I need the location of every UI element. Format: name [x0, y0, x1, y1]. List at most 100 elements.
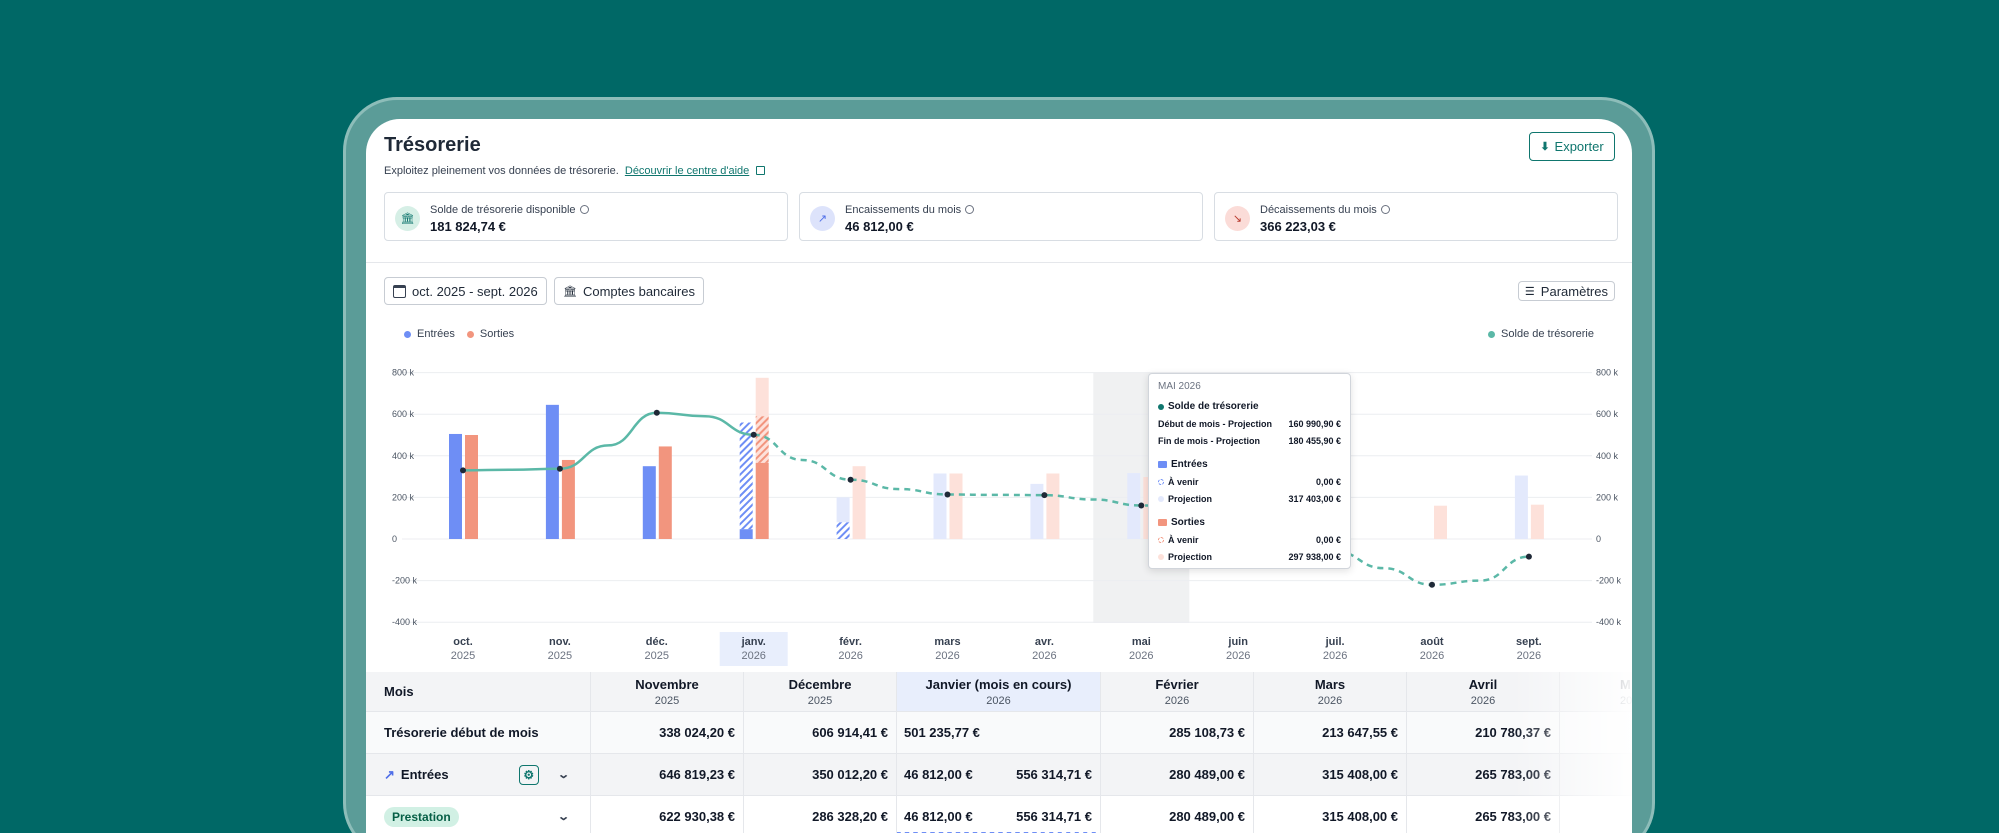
header-col[interactable]: Avril 2026: [1407, 672, 1560, 711]
table-cell[interactable]: 280 489,00 €: [1101, 754, 1254, 795]
chevron-down-icon[interactable]: ⌄: [556, 769, 570, 781]
balance-point: [1429, 581, 1435, 588]
legend-out[interactable]: Sorties: [479, 328, 515, 340]
table-row: Trésorerie début de mois 338 024,20 € 60…: [366, 712, 1632, 754]
bar-out-real: [755, 462, 769, 539]
tooltip-row: À venir 0,00 €: [1158, 535, 1341, 545]
table-cell[interactable]: 622 930,38 €: [591, 796, 744, 833]
bar-in-real: [642, 466, 656, 539]
export-label: Exporter: [1554, 139, 1604, 154]
trend-down-icon: ↘: [1225, 206, 1250, 231]
table-cell[interactable]: 338 024,20 €: [591, 712, 744, 753]
header-col[interactable]: Février 2026: [1101, 672, 1254, 711]
balance-line-actual: [462, 411, 754, 472]
cashflow-chart[interactable]: 800 k 800 k 600 k 600 k 400 k 400 k 200 k 200 k…: [366, 119, 1632, 672]
table-cell[interactable]: 286 328,20 €: [744, 796, 897, 833]
gear-icon[interactable]: ⚙: [518, 764, 539, 785]
table-cell-current[interactable]: 501 235,77 €: [897, 712, 1101, 753]
legend-balance[interactable]: Solde de trésorerie: [1501, 328, 1594, 340]
balance-point: [460, 467, 466, 474]
tooltip-row: Projection 317 403,00 €: [1158, 494, 1341, 504]
x-tick-month: août: [1420, 636, 1444, 648]
kpi-monthly-disbursements: ↘ Décaissements du mois 366 223,03 €: [1214, 192, 1618, 241]
period-selector[interactable]: oct. 2025 - sept. 2026: [384, 277, 547, 305]
settings-button[interactable]: ☰ Paramètres: [1517, 281, 1615, 301]
y-tick-label-left: -200 k: [392, 576, 418, 586]
balance-point: [847, 476, 854, 483]
x-tick-month: juil.: [1325, 636, 1345, 648]
category-pill: Prestation: [384, 806, 459, 827]
row-label: Trésorerie début de mois: [366, 712, 591, 753]
row-label: Entrées: [400, 767, 449, 782]
header-col[interactable]: Novembre 2025: [591, 672, 744, 711]
y-tick-label-right: 400 k: [1596, 451, 1619, 461]
external-link-icon: [756, 166, 766, 175]
x-tick-month: juin: [1227, 636, 1248, 648]
bank-accounts-selector[interactable]: 🏛 Comptes bancaires: [554, 277, 704, 305]
y-tick-label-left: 400 k: [392, 451, 415, 461]
bar-out-real: [658, 446, 672, 539]
table-cell[interactable]: [1560, 754, 1632, 795]
table-cell[interactable]: 285 108,73 €: [1101, 712, 1254, 753]
x-tick-year: 2025: [451, 650, 475, 662]
header-col-current[interactable]: Janvier (mois en cours) 2026: [897, 672, 1101, 711]
legend-in[interactable]: Entrées: [417, 328, 455, 340]
table-cell[interactable]: 350 012,20 €: [744, 754, 897, 795]
x-tick-month: févr.: [839, 636, 862, 648]
tooltip-section-in: Entrées: [1158, 459, 1208, 470]
table-cell[interactable]: [1560, 712, 1632, 753]
help-center-link[interactable]: Découvrir le centre d'aide: [624, 165, 750, 177]
bar-out-projection: [1530, 504, 1544, 539]
info-icon[interactable]: [965, 205, 975, 214]
x-tick-year: 2026: [1517, 650, 1541, 662]
table-cell[interactable]: 280 489,00 €: [1101, 796, 1254, 833]
table-cell[interactable]: 265 783,00 €: [1407, 796, 1560, 833]
pending-out-icon: [1158, 537, 1164, 543]
table-cell[interactable]: 213 647,55 €: [1254, 712, 1407, 753]
section-divider: [366, 262, 1632, 263]
header-col[interactable]: Mars 2026: [1254, 672, 1407, 711]
table-row: ↗ Entrées ⚙ ⌄ 646 819,23 € 350 012,20 € …: [366, 754, 1632, 796]
treasury-table: Mois Novembre 2025 Décembre 2025 Janvier (…: [366, 672, 1632, 833]
out-swatch: [1158, 519, 1167, 526]
kpi-label: Décaissements du mois: [1260, 204, 1390, 216]
bar-out-real: [465, 435, 478, 539]
bank-icon: 🏛: [563, 285, 577, 298]
x-tick-year: 2026: [741, 650, 765, 662]
x-tick-year: 2026: [1420, 650, 1444, 662]
table-cell[interactable]: 210 780,37 €: [1407, 712, 1560, 753]
bar-out-projection: [755, 377, 769, 417]
bar-in-projection: [1514, 475, 1528, 539]
x-tick-month: janv.: [741, 636, 766, 648]
balance-point: [1138, 502, 1145, 509]
y-tick-label-right: 0: [1596, 534, 1601, 544]
info-icon[interactable]: [579, 205, 589, 214]
header-col[interactable]: Décembre 2025: [744, 672, 897, 711]
table-cell[interactable]: 315 408,00 €: [1254, 754, 1407, 795]
table-cell-current[interactable]: 46 812,00 €556 314,71 €: [897, 796, 1101, 833]
table-cell[interactable]: 315 408,00 €: [1254, 796, 1407, 833]
table-cell[interactable]: 606 914,41 €: [744, 712, 897, 753]
tooltip-row: Fin de mois - Projection 180 455,90 €: [1158, 436, 1341, 446]
bar-out-projection: [949, 473, 963, 539]
table-cell-current[interactable]: 46 812,00 €556 314,71 €: [897, 754, 1101, 795]
header-col[interactable]: M 20: [1620, 676, 1632, 707]
export-button[interactable]: ⬇ Exporter: [1529, 132, 1615, 161]
chevron-down-icon[interactable]: ⌄: [556, 811, 570, 823]
kpi-value: 181 824,74 €: [430, 219, 506, 234]
y-tick-label-right: 600 k: [1596, 409, 1619, 419]
header-months: Mois: [366, 672, 591, 711]
x-tick-year: 2026: [1323, 650, 1347, 662]
x-tick-month: oct.: [453, 636, 473, 648]
balance-point: [653, 409, 660, 416]
y-tick-label-left: 0: [392, 534, 397, 544]
chart-legend-balance: Solde de trésorerie: [1488, 328, 1594, 340]
info-icon[interactable]: [1380, 205, 1390, 214]
y-tick-label-left: -400 k: [392, 617, 418, 627]
table-cell[interactable]: 646 819,23 €: [591, 754, 744, 795]
table-cell[interactable]: [1560, 796, 1632, 833]
trend-up-icon: ↗: [810, 206, 835, 231]
table-cell[interactable]: 265 783,00 €: [1407, 754, 1560, 795]
bank-icon: 🏛: [395, 206, 420, 231]
app-screen: Trésorerie Exploitez pleinement vos donn…: [366, 119, 1632, 833]
